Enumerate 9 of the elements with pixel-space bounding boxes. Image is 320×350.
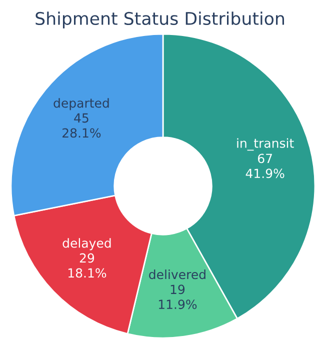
chart-title: Shipment Status Distribution xyxy=(36,12,284,28)
data-label: 67 41.9% xyxy=(246,154,284,178)
data-label: 19 11.9% xyxy=(158,284,197,310)
slice-label: delivered xyxy=(149,269,206,280)
slice-label: in_transit xyxy=(237,138,294,151)
slice-label: delayed xyxy=(62,238,111,250)
slice-label: departed xyxy=(54,98,109,110)
data-label: 29 18.1% xyxy=(68,253,106,278)
data-label: 45 28.1% xyxy=(62,113,101,138)
